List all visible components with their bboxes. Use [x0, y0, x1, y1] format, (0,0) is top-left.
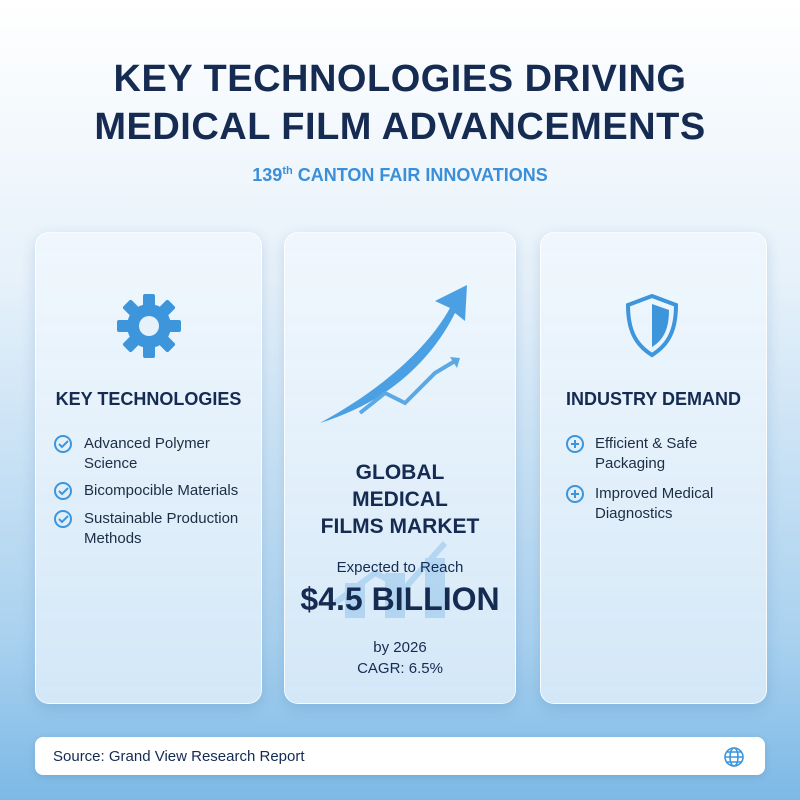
card: INDUSTRY DEMAND Efficient & Safe Packagi… [540, 232, 767, 704]
subtitle-text: CANTON FAIR INNOVATIONS [297, 165, 548, 185]
title-line: KEY TECHNOLOGIES DRIVING [113, 58, 687, 100]
card: GLOBAL MEDICAL FILMS MARKET Expected to … [284, 232, 516, 704]
subtitle: 139th CANTON FAIR INNOVATIONS [0, 165, 800, 186]
check-icon [54, 510, 72, 528]
shield-icon [625, 293, 679, 358]
title-line: MEDICAL FILM ADVANCEMENTS [94, 106, 706, 148]
card-heading: KEY TECHNOLOGIES [55, 389, 242, 409]
market-lead: Expected to Reach [336, 559, 464, 576]
subtitle-suffix: th [282, 165, 293, 177]
footer: Source: Grand View Research Report [35, 737, 765, 775]
background-chart-icon [333, 541, 448, 618]
plus-icon [566, 485, 584, 503]
card-heading: INDUSTRY DEMAND [565, 389, 741, 409]
source: Source: Grand View Research Report [53, 748, 305, 765]
card: KEY TECHNOLOGIES Advanced Polymer Scienc… [35, 232, 262, 704]
card-item: Advanced Polymer Science [84, 435, 210, 472]
plus-icon [566, 435, 584, 453]
growth-arrow-icon [320, 285, 467, 423]
card-item: Improved Medical Diagnostics [595, 485, 714, 522]
market-figure: $4.5 BILLION [300, 581, 500, 617]
card-item: Sustainable Production Methods [84, 510, 239, 547]
card-item: Efficient & Safe Packaging [595, 435, 698, 472]
card-heading: GLOBAL MEDICAL FILMS MARKET [320, 461, 480, 538]
subtitle-number: 139 [252, 165, 283, 185]
check-icon [54, 435, 72, 453]
gear-icon [117, 294, 181, 358]
check-icon [54, 482, 72, 500]
market-year: by 2026 [373, 639, 427, 656]
market-cagr: CAGR: 6.5% [357, 660, 443, 677]
card-item: Bicompocible Materials [84, 482, 239, 499]
globe-icon [724, 747, 744, 767]
